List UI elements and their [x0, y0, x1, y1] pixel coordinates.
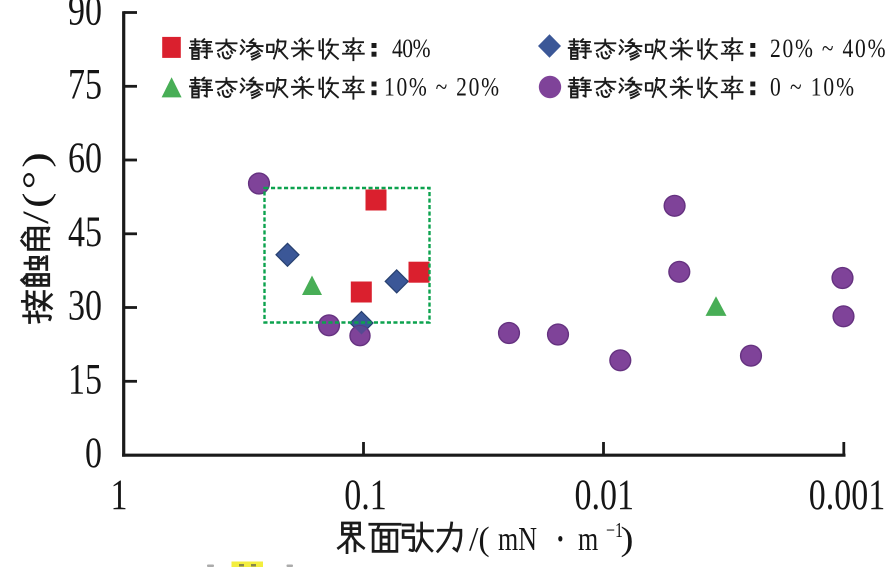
svg-text:20% ~ 40%: 20% ~ 40% — [770, 35, 886, 63]
svg-text:60: 60 — [68, 134, 102, 182]
svg-text:90: 90 — [68, 0, 102, 34]
svg-text:40%: 40% — [392, 35, 431, 63]
svg-text:m: m — [578, 520, 598, 558]
svg-text:15: 15 — [68, 356, 102, 404]
svg-text:/(°): /(°) — [15, 149, 57, 224]
svg-text:0.1: 0.1 — [344, 471, 387, 519]
svg-text:1: 1 — [110, 471, 127, 519]
svg-text:0.001: 0.001 — [809, 471, 885, 519]
svg-text:0.01: 0.01 — [575, 471, 635, 519]
svg-text:·: · — [556, 520, 565, 558]
svg-text:0 ~ 10%: 0 ~ 10% — [770, 74, 854, 102]
svg-text:mN: mN — [498, 520, 537, 558]
svg-text:): ) — [621, 519, 634, 557]
svg-text:45: 45 — [68, 208, 102, 256]
svg-text:75: 75 — [68, 61, 102, 109]
svg-text:−1: −1 — [606, 519, 623, 543]
svg-text:/(: /( — [469, 521, 490, 558]
svg-text:30: 30 — [68, 282, 102, 330]
svg-text:0: 0 — [85, 429, 102, 477]
svg-text:10% ~ 20%: 10% ~ 20% — [384, 74, 499, 102]
